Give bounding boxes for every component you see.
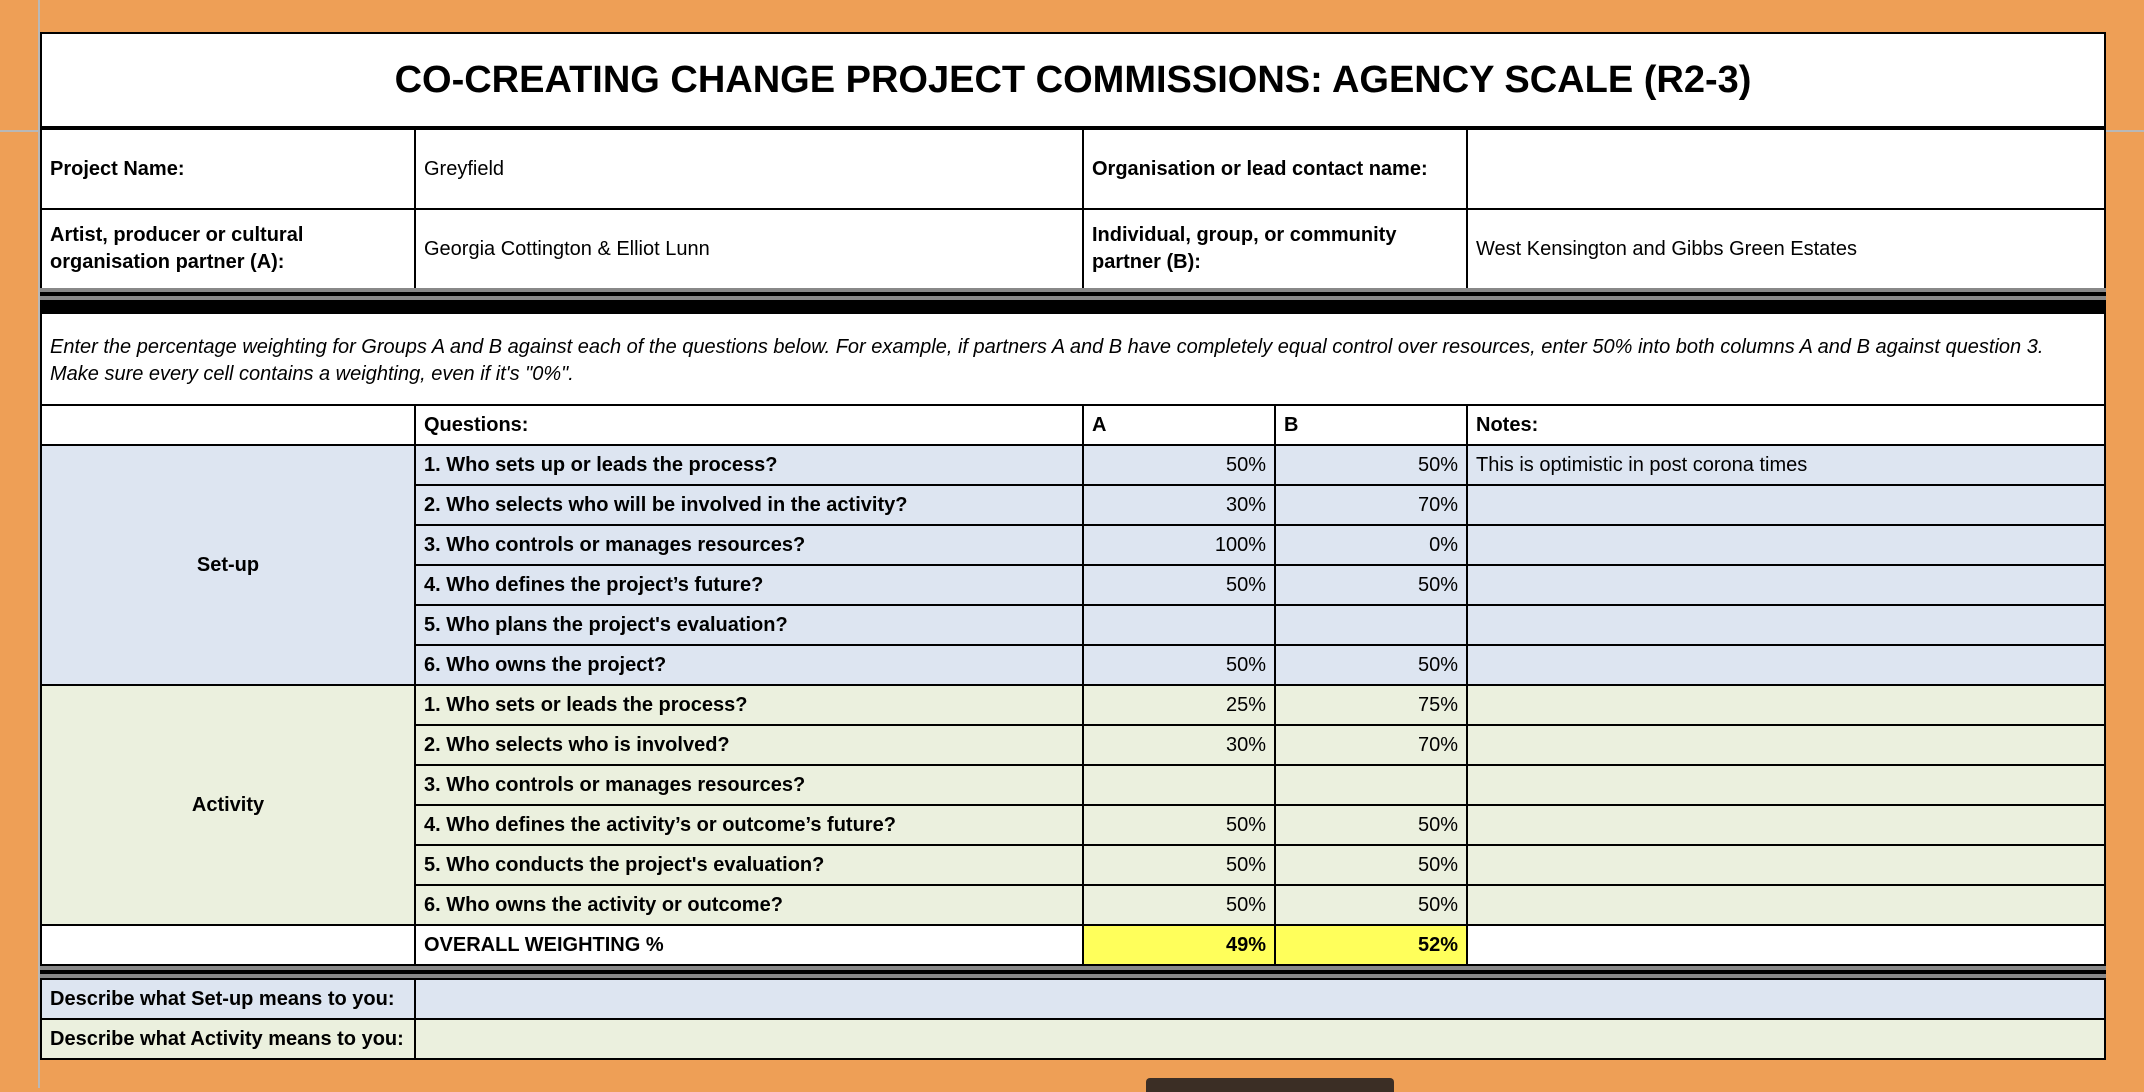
notes-cell[interactable] (1468, 726, 2104, 764)
org-name-label: Organisation or lead contact name: (1084, 130, 1468, 208)
weight-a-cell[interactable]: 50% (1084, 566, 1276, 604)
column-header-questions: Questions: (416, 406, 1084, 444)
weight-a-cell[interactable]: 50% (1084, 806, 1276, 844)
weight-a-cell[interactable] (1084, 606, 1276, 644)
spreadsheet-grid: CO-CREATING CHANGE PROJECT COMMISSIONS: … (40, 32, 2106, 1060)
weight-b-cell[interactable]: 50% (1276, 846, 1468, 884)
notes-cell[interactable] (1468, 766, 2104, 804)
question-cell: 5. Who conducts the project's evaluation… (416, 846, 1084, 884)
question-cell: 2. Who selects who is involved? (416, 726, 1084, 764)
overall-a-total: 49% (1084, 926, 1276, 964)
overall-notes-cell (1468, 926, 2104, 964)
partner-a-field[interactable]: Georgia Cottington & Elliot Lunn (416, 210, 1084, 288)
notes-cell[interactable] (1468, 806, 2104, 844)
column-header-a: A (1084, 406, 1276, 444)
group-label-setup: Set-up (42, 446, 416, 684)
question-cell: 4. Who defines the project’s future? (416, 566, 1084, 604)
weight-a-cell[interactable] (1084, 766, 1276, 804)
table-row: 1. Who sets up or leads the process? 50%… (40, 446, 2106, 484)
table-row: 6. Who owns the project? 50% 50% (40, 646, 2106, 684)
question-cell: 1. Who sets or leads the process? (416, 686, 1084, 724)
section-divider (40, 288, 2106, 292)
overall-b-total: 52% (1276, 926, 1468, 964)
describe-activity-field[interactable] (416, 1020, 2104, 1058)
question-cell: 2. Who selects who will be involved in t… (416, 486, 1084, 524)
project-name-label: Project Name: (42, 130, 416, 208)
notes-cell[interactable] (1468, 566, 2104, 604)
question-cell: 1. Who sets up or leads the process? (416, 446, 1084, 484)
overall-blank-cell (42, 926, 416, 964)
weight-b-cell[interactable]: 50% (1276, 646, 1468, 684)
weight-b-cell[interactable]: 75% (1276, 686, 1468, 724)
weight-b-cell[interactable]: 50% (1276, 886, 1468, 924)
notes-cell[interactable] (1468, 886, 2104, 924)
column-header-notes: Notes: (1468, 406, 2104, 444)
weight-b-cell[interactable]: 70% (1276, 726, 1468, 764)
weight-b-cell[interactable] (1276, 766, 1468, 804)
question-cell: 5. Who plans the project's evaluation? (416, 606, 1084, 644)
question-cell: 6. Who owns the activity or outcome? (416, 886, 1084, 924)
section-divider (40, 296, 2106, 300)
instructions-text: Enter the percentage weighting for Group… (42, 314, 2104, 404)
table-row: 1. Who sets or leads the process? 25% 75… (40, 686, 2106, 724)
weight-b-cell[interactable]: 50% (1276, 806, 1468, 844)
group-label-activity: Activity (42, 686, 416, 924)
table-row: 2. Who selects who will be involved in t… (40, 486, 2106, 524)
weight-a-cell[interactable]: 50% (1084, 646, 1276, 684)
weight-b-cell[interactable]: 70% (1276, 486, 1468, 524)
describe-setup-label: Describe what Set-up means to you: (42, 980, 416, 1018)
table-row: 4. Who defines the project’s future? 50%… (40, 566, 2106, 604)
overall-label: OVERALL WEIGHTING % (416, 926, 1084, 964)
notes-cell[interactable] (1468, 646, 2104, 684)
question-cell: 3. Who controls or manages resources? (416, 766, 1084, 804)
notes-cell[interactable] (1468, 486, 2104, 524)
table-row: 5. Who plans the project's evaluation? (40, 606, 2106, 644)
weight-a-cell[interactable]: 100% (1084, 526, 1276, 564)
weight-a-cell[interactable]: 50% (1084, 886, 1276, 924)
notes-cell[interactable] (1468, 606, 2104, 644)
notes-cell[interactable]: This is optimistic in post corona times (1468, 446, 2104, 484)
question-cell: 4. Who defines the activity’s or outcome… (416, 806, 1084, 844)
table-row: 4. Who defines the activity’s or outcome… (40, 806, 2106, 844)
partner-a-label: Artist, producer or cultural organisatio… (42, 210, 416, 288)
org-name-field[interactable] (1468, 130, 2104, 208)
table-row: 2. Who selects who is involved? 30% 70% (40, 726, 2106, 764)
weight-a-cell[interactable]: 50% (1084, 846, 1276, 884)
table-row: 6. Who owns the activity or outcome? 50%… (40, 886, 2106, 924)
table-row: 3. Who controls or manages resources? 10… (40, 526, 2106, 564)
question-cell: 3. Who controls or manages resources? (416, 526, 1084, 564)
weight-a-cell[interactable]: 50% (1084, 446, 1276, 484)
table-row: 5. Who conducts the project's evaluation… (40, 846, 2106, 884)
header-blank-cell (42, 406, 416, 444)
notes-cell[interactable] (1468, 846, 2104, 884)
weight-a-cell[interactable]: 30% (1084, 486, 1276, 524)
notes-cell[interactable] (1468, 686, 2104, 724)
weight-a-cell[interactable]: 30% (1084, 726, 1276, 764)
table-row: 3. Who controls or manages resources? (40, 766, 2106, 804)
sheet-scroll-handle[interactable] (1146, 1078, 1394, 1092)
partner-b-label: Individual, group, or community partner … (1084, 210, 1468, 288)
section-divider (40, 966, 2106, 970)
weight-a-cell[interactable]: 25% (1084, 686, 1276, 724)
partner-b-field[interactable]: West Kensington and Gibbs Green Estates (1468, 210, 2104, 288)
weight-b-cell[interactable]: 0% (1276, 526, 1468, 564)
describe-activity-label: Describe what Activity means to you: (42, 1020, 416, 1058)
project-name-field[interactable]: Greyfield (416, 130, 1084, 208)
question-cell: 6. Who owns the project? (416, 646, 1084, 684)
column-header-b: B (1276, 406, 1468, 444)
frozen-pane-vertical (38, 0, 40, 1088)
notes-cell[interactable] (1468, 526, 2104, 564)
weight-b-cell[interactable] (1276, 606, 1468, 644)
describe-setup-field[interactable] (416, 980, 2104, 1018)
page-title: CO-CREATING CHANGE PROJECT COMMISSIONS: … (42, 34, 2104, 126)
section-divider (40, 974, 2106, 978)
weight-b-cell[interactable]: 50% (1276, 566, 1468, 604)
overall-row: OVERALL WEIGHTING % 49% 52% (40, 926, 2106, 964)
weight-b-cell[interactable]: 50% (1276, 446, 1468, 484)
